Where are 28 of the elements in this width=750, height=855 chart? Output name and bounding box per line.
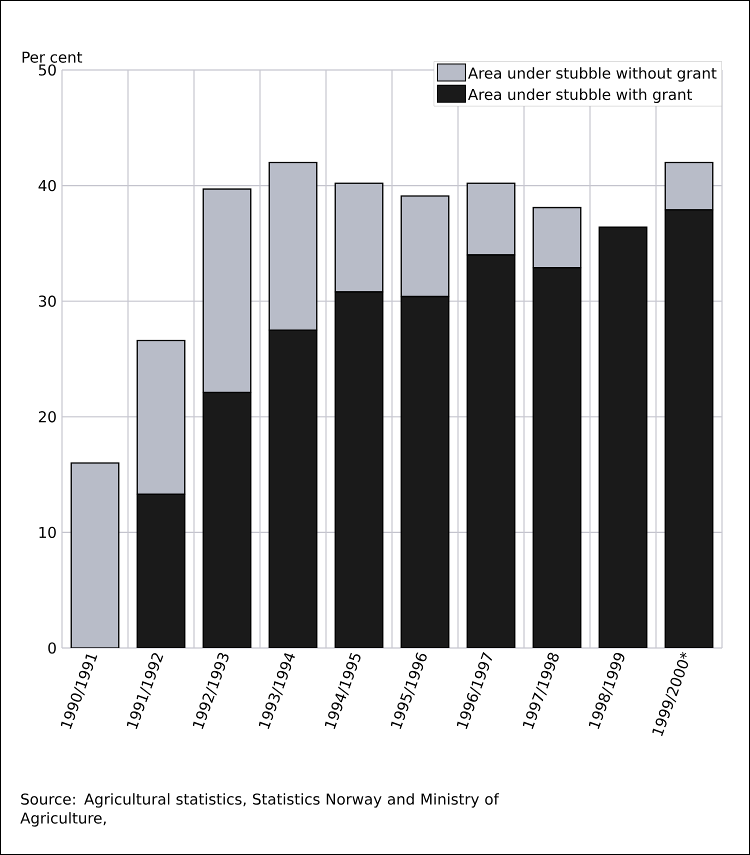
legend-label: Area under stubble without grant bbox=[468, 67, 716, 82]
bar bbox=[467, 254, 515, 648]
bar bbox=[136, 340, 186, 495]
legend-label: Area under stubble with grant bbox=[468, 88, 692, 103]
bar bbox=[202, 188, 252, 394]
bar bbox=[71, 463, 119, 648]
bar bbox=[599, 227, 647, 648]
source-note: Source: Agricultural statistics, Statistics Norway and Ministry of Agriculture, bbox=[20, 793, 500, 827]
bar bbox=[466, 182, 516, 256]
bar bbox=[203, 392, 251, 648]
y-tick-label: 0 bbox=[48, 642, 56, 654]
bar bbox=[268, 162, 318, 331]
y-tick-label: 40 bbox=[38, 180, 56, 192]
bar bbox=[335, 292, 383, 648]
bar bbox=[269, 330, 317, 648]
bar bbox=[532, 206, 582, 268]
y-axis-title: Per cent bbox=[22, 52, 82, 63]
y-tick-label: 50 bbox=[38, 64, 56, 76]
y-tick-label: 10 bbox=[39, 526, 56, 538]
bar bbox=[334, 182, 384, 293]
y-tick-label: 30 bbox=[38, 296, 56, 307]
y-tick-label: 20 bbox=[38, 411, 56, 422]
bar bbox=[664, 209, 714, 648]
bar bbox=[401, 296, 449, 648]
bar bbox=[664, 162, 714, 211]
bar bbox=[400, 195, 450, 298]
bar bbox=[533, 268, 581, 648]
bar bbox=[137, 494, 185, 648]
